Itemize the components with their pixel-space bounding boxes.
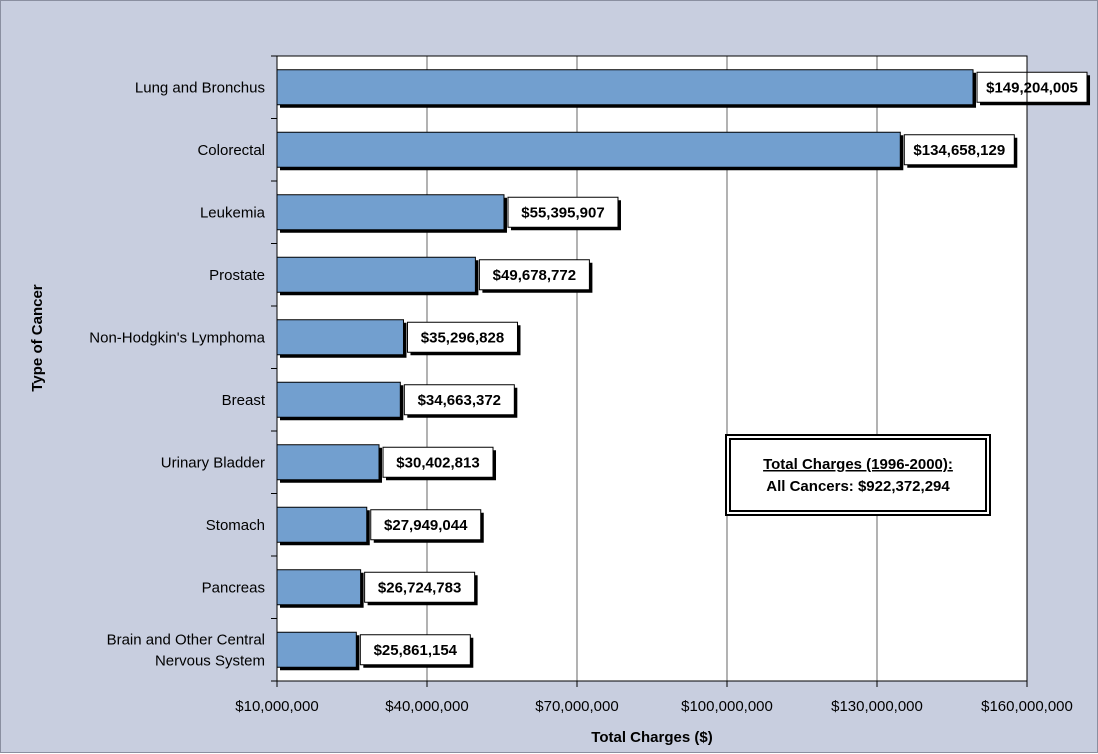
bar (277, 70, 973, 105)
bar (277, 257, 475, 292)
data-label: $49,678,772 (493, 267, 576, 284)
x-tick-label: $40,000,000 (385, 698, 468, 715)
data-label: $55,395,907 (521, 204, 604, 221)
bar (277, 445, 379, 480)
total-annotation-box: Total Charges (1996-2000): All Cancers: … (726, 435, 990, 515)
bar (277, 195, 504, 230)
bar (277, 570, 361, 605)
category-label: Prostate (209, 267, 265, 284)
category-label: Breast (222, 392, 266, 409)
category-label: Pancreas (202, 579, 265, 596)
data-label: $34,663,372 (418, 392, 501, 409)
category-label: Lung and Bronchus (135, 79, 265, 96)
x-tick-label: $100,000,000 (681, 698, 773, 715)
x-tick-label: $70,000,000 (535, 698, 618, 715)
category-label: Leukemia (200, 204, 266, 221)
data-label: $27,949,044 (384, 517, 468, 534)
annotation-heading: Total Charges (1996-2000): (763, 456, 953, 473)
data-label: $35,296,828 (421, 329, 504, 346)
bar (277, 382, 400, 417)
data-label: $26,724,783 (378, 579, 461, 596)
bar (277, 132, 900, 167)
category-label: Urinary Bladder (161, 454, 265, 471)
x-tick-label: $10,000,000 (235, 698, 318, 715)
category-label: Colorectal (197, 142, 265, 159)
category-label: Brain and Other Central Nervous System (107, 631, 265, 669)
x-tick-label: $160,000,000 (981, 698, 1073, 715)
bar (277, 320, 403, 355)
y-axis-title: Type of Cancer (29, 284, 46, 391)
annotation-body: All Cancers: $922,372,294 (766, 478, 950, 495)
x-axis-title: Total Charges ($) (591, 729, 712, 746)
data-label: $149,204,005 (986, 79, 1078, 96)
data-label: $30,402,813 (396, 454, 479, 471)
x-tick-label: $130,000,000 (831, 698, 923, 715)
data-label: $134,658,129 (913, 142, 1005, 159)
data-label: $25,861,154 (374, 642, 458, 659)
bar (277, 632, 356, 667)
bar (277, 507, 367, 542)
category-label: Stomach (206, 517, 265, 534)
category-label: Non-Hodgkin's Lymphoma (89, 329, 265, 346)
